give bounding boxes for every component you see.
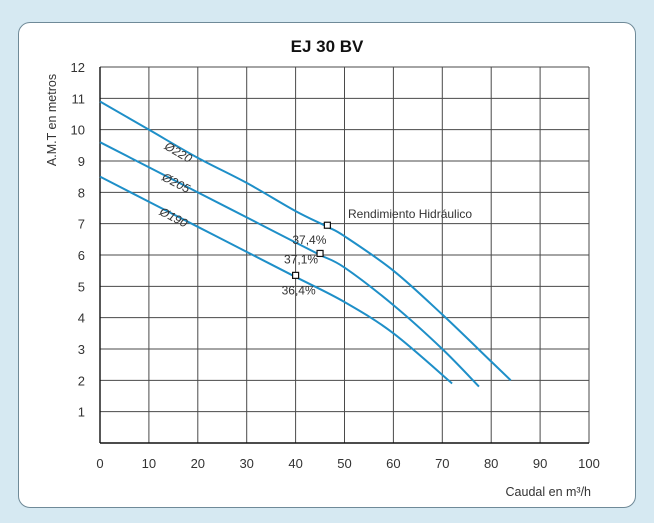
efficiency-marker xyxy=(292,271,300,279)
curve-2 xyxy=(99,175,453,385)
y-tick-label: 12 xyxy=(71,60,85,75)
efficiency-markers: 37,4% 37,1% 36,4% xyxy=(282,221,331,297)
efficiency-value-label: 37,1% xyxy=(284,252,318,266)
y-tick-label: 2 xyxy=(78,373,85,388)
y-tick-label: 3 xyxy=(78,342,85,357)
y-tick-label: 6 xyxy=(78,248,85,263)
y-tick-label: 8 xyxy=(78,185,85,200)
x-tick-label: 60 xyxy=(386,456,400,471)
axes xyxy=(99,67,589,444)
grid xyxy=(100,66,590,443)
y-tick-label: 5 xyxy=(78,279,85,294)
efficiency-value-label: 37,4% xyxy=(292,233,326,247)
curve-1 xyxy=(99,141,480,388)
curve-label: Ø190 xyxy=(156,204,190,230)
efficiency-value-label: 36,4% xyxy=(282,283,316,297)
x-tick-label: 80 xyxy=(484,456,498,471)
x-tick-label: 10 xyxy=(142,456,156,471)
x-tick-label: 40 xyxy=(288,456,302,471)
curve-label: Ø220 xyxy=(161,138,195,165)
x-tick-label: 70 xyxy=(435,456,449,471)
chart-panel xyxy=(18,22,636,508)
x-axis-label: Caudal en m³/h xyxy=(506,485,592,499)
efficiency-marker xyxy=(323,221,331,229)
y-tick-label: 9 xyxy=(78,154,85,169)
x-tick-label: 30 xyxy=(239,456,253,471)
y-tick-label: 10 xyxy=(71,123,85,138)
efficiency-marker xyxy=(316,249,324,258)
y-tick-label: 11 xyxy=(72,91,86,106)
chart-title: EJ 30 BV xyxy=(291,37,364,56)
y-tick-label: 7 xyxy=(78,217,85,232)
x-tick-label: 0 xyxy=(96,456,103,471)
x-tick-label: 50 xyxy=(337,456,351,471)
x-tick-label: 100 xyxy=(578,456,600,471)
y-tick-label: 1 xyxy=(78,405,85,420)
y-tick-label: 4 xyxy=(78,311,85,326)
y-axis-label: A.M.T en metros xyxy=(45,74,59,166)
efficiency-label: Rendimiento Hidráulico xyxy=(348,207,472,221)
x-tick-label: 20 xyxy=(191,456,205,471)
x-tick-label: 90 xyxy=(533,456,547,471)
